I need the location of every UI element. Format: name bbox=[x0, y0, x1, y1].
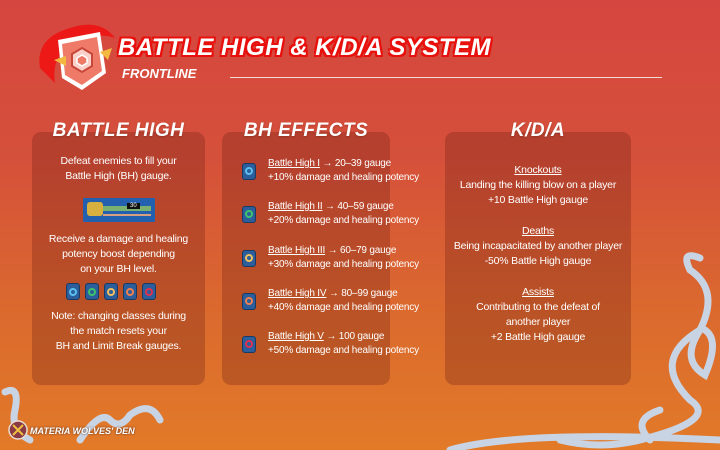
bh2-badge-icon bbox=[85, 283, 99, 300]
bh-intro: Defeat enemies to fill your Battle High … bbox=[32, 154, 205, 184]
bh5-badge-icon bbox=[142, 283, 156, 300]
bh4-badge-icon bbox=[242, 292, 256, 310]
bh2-badge-icon bbox=[242, 205, 256, 223]
bh-level-row: Battle High IV → 80–99 gauge +40% damage … bbox=[242, 287, 419, 315]
bh-level-row: Battle High III → 60–79 gauge +30% damage… bbox=[242, 244, 419, 272]
text-line: Note: changing classes during bbox=[51, 310, 186, 322]
level-name: Battle High V bbox=[268, 331, 324, 342]
text-line: potency boost depending bbox=[62, 248, 175, 260]
kda-panel bbox=[445, 132, 631, 385]
text-line: Being incapacitated by another player bbox=[453, 240, 623, 252]
gauge-value: 30 bbox=[127, 203, 140, 209]
level-effect: +40% damage and healing potency bbox=[268, 302, 419, 313]
bh3-badge-icon bbox=[242, 249, 256, 267]
assists-label: Assists bbox=[522, 286, 554, 298]
level-name: Battle High I bbox=[268, 158, 320, 169]
text-line: Battle High (BH) gauge. bbox=[65, 170, 172, 182]
level-effect: +20% damage and healing potency bbox=[268, 215, 419, 226]
bh-gauge-image: 30 bbox=[83, 198, 155, 222]
bh-level-row: Battle High I → 20–39 gauge +10% damage a… bbox=[242, 157, 419, 185]
text-line: Contributing to the defeat of bbox=[476, 301, 600, 313]
level-effect: +30% damage and healing potency bbox=[268, 259, 419, 270]
footer-brand: MATERIA WOLVES' DEN bbox=[30, 426, 135, 436]
assists-section: Assists Contributing to the defeat of an… bbox=[445, 285, 631, 345]
knockouts-section: Knockouts Landing the killing blow on a … bbox=[445, 163, 631, 208]
header-divider bbox=[230, 77, 662, 78]
text-line: Receive a damage and healing bbox=[48, 233, 189, 245]
frontline-emblem-icon bbox=[39, 24, 115, 90]
text-line: BH and Limit Break gauges. bbox=[55, 340, 182, 352]
deaths-label: Deaths bbox=[521, 225, 555, 237]
bh4-badge-icon bbox=[123, 283, 137, 300]
text-line: +2 Battle High gauge bbox=[490, 331, 586, 343]
bh-boost: Receive a damage and healing potency boo… bbox=[32, 232, 205, 277]
text-line: -50% Battle High gauge bbox=[484, 255, 592, 267]
text-line: another player bbox=[505, 316, 571, 328]
bh-level-row: Battle High V → 100 gauge +50% damage and… bbox=[242, 330, 419, 358]
battle-high-heading: BATTLE HIGH bbox=[52, 120, 185, 141]
bh1-badge-icon bbox=[242, 162, 256, 180]
bh-badge-row bbox=[66, 283, 156, 300]
page-subtitle: FRONTLINE bbox=[122, 66, 197, 81]
kda-heading: K/D/A bbox=[510, 120, 566, 141]
text-line: on your BH level. bbox=[80, 263, 157, 275]
level-range: → 20–39 gauge bbox=[319, 158, 392, 169]
level-range: → 60–79 gauge bbox=[325, 245, 397, 256]
level-range: → 40–59 gauge bbox=[322, 201, 394, 212]
level-range: → 100 gauge bbox=[323, 331, 385, 342]
deaths-section: Deaths Being incapacitated by another pl… bbox=[445, 224, 631, 269]
crossed-swords-logo-icon bbox=[8, 420, 28, 440]
text-line: the match resets your bbox=[70, 325, 167, 337]
knockouts-label: Knockouts bbox=[514, 164, 562, 176]
bh1-badge-icon bbox=[66, 283, 80, 300]
bh-level-row: Battle High II → 40–59 gauge +20% damage … bbox=[242, 200, 419, 228]
level-effect: +10% damage and healing potency bbox=[268, 172, 419, 183]
level-name: Battle High IV bbox=[268, 288, 327, 299]
level-name: Battle High III bbox=[268, 245, 326, 256]
text-line: Defeat enemies to fill your bbox=[60, 155, 177, 167]
bh-effects-heading: BH EFFECTS bbox=[243, 120, 369, 141]
text-line: Landing the killing blow on a player bbox=[459, 179, 617, 191]
level-range: → 80–99 gauge bbox=[326, 288, 398, 299]
gauge-sub-bar bbox=[103, 214, 151, 216]
bh5-badge-icon bbox=[242, 335, 256, 353]
level-effect: +50% damage and healing potency bbox=[268, 345, 419, 356]
level-name: Battle High II bbox=[268, 201, 323, 212]
text-line: +10 Battle High gauge bbox=[487, 194, 588, 206]
bh3-badge-icon bbox=[104, 283, 118, 300]
battle-high-panel bbox=[32, 132, 205, 385]
page-title: BATTLE HIGH & K/D/A SYSTEM bbox=[118, 34, 491, 61]
character-portrait-icon bbox=[87, 202, 103, 216]
bh-note: Note: changing classes during the match … bbox=[32, 309, 205, 354]
